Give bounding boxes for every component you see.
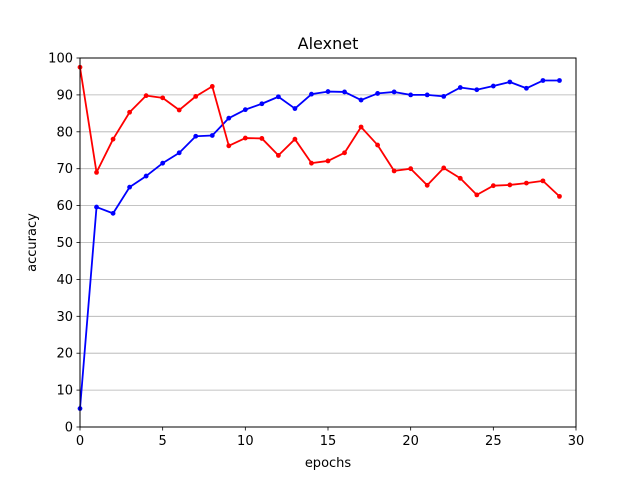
data-point xyxy=(490,183,496,189)
data-point xyxy=(424,182,430,188)
data-point xyxy=(259,136,265,141)
data-point xyxy=(540,178,546,184)
x-axis-label: epochs xyxy=(305,456,352,471)
data-point xyxy=(127,109,132,115)
y-tick-label: 50 xyxy=(56,236,73,251)
data-point xyxy=(391,89,397,95)
data-point xyxy=(557,193,562,199)
y-tick-label: 60 xyxy=(56,199,73,214)
data-point xyxy=(342,150,347,156)
data-point xyxy=(193,93,199,99)
y-tick-label: 40 xyxy=(56,273,73,288)
data-point xyxy=(110,136,116,142)
data-point xyxy=(524,85,529,91)
chart-title: Alexnet xyxy=(298,34,359,53)
data-point xyxy=(507,182,513,188)
y-axis-label: accuracy xyxy=(25,213,40,272)
data-point xyxy=(391,168,397,174)
y-tick-label: 80 xyxy=(56,125,73,140)
data-point xyxy=(209,84,215,89)
data-point xyxy=(127,184,132,190)
data-point xyxy=(309,91,314,97)
series-layer xyxy=(77,64,562,411)
data-point xyxy=(474,192,480,198)
data-point xyxy=(94,169,99,175)
x-tick-label: 25 xyxy=(485,434,502,449)
data-point xyxy=(358,97,364,103)
data-point xyxy=(441,93,447,99)
data-point xyxy=(408,92,414,98)
data-point xyxy=(474,87,480,93)
y-tick-label: 90 xyxy=(56,88,73,103)
data-point xyxy=(176,150,182,156)
data-point xyxy=(457,175,463,181)
data-point xyxy=(276,153,281,158)
data-point xyxy=(292,136,298,142)
data-point xyxy=(325,158,331,164)
x-tick-label: 5 xyxy=(159,434,167,449)
data-point xyxy=(557,78,562,83)
x-tick-label: 15 xyxy=(320,434,337,449)
data-point xyxy=(143,93,149,99)
data-point xyxy=(358,124,364,130)
data-point xyxy=(276,94,281,100)
data-point xyxy=(226,115,232,121)
series-line xyxy=(79,79,560,409)
x-tick-label: 10 xyxy=(237,434,254,449)
data-point xyxy=(209,133,215,138)
data-point xyxy=(193,133,199,139)
data-point xyxy=(309,160,314,166)
data-point xyxy=(375,142,380,148)
data-point xyxy=(408,166,414,172)
data-point xyxy=(292,106,298,111)
data-point xyxy=(524,180,529,186)
data-point xyxy=(507,79,513,85)
series-1 xyxy=(77,64,562,199)
data-point xyxy=(242,135,248,141)
y-tick-label: 30 xyxy=(56,310,73,325)
y-tick-label: 100 xyxy=(48,52,73,67)
data-point xyxy=(441,165,447,171)
y-tick-label: 70 xyxy=(56,162,73,177)
data-point xyxy=(424,92,430,98)
data-point xyxy=(325,89,331,94)
series-0 xyxy=(77,78,562,411)
x-axis-ticks: 0 5 10 15 20 25 30 xyxy=(76,427,584,449)
data-point xyxy=(176,107,182,113)
data-point xyxy=(160,95,166,101)
y-tick-label: 20 xyxy=(56,347,73,362)
data-point xyxy=(540,78,546,83)
x-tick-label: 0 xyxy=(76,434,84,449)
data-point xyxy=(259,101,265,107)
y-axis-ticks: 0 10 20 30 40 50 60 70 80 90 100 xyxy=(48,52,80,436)
data-point xyxy=(110,210,116,216)
series-line xyxy=(79,67,561,198)
y-tick-label: 10 xyxy=(56,384,73,399)
data-point xyxy=(242,107,248,113)
data-point xyxy=(160,160,166,166)
data-point xyxy=(375,91,380,96)
y-tick-label: 0 xyxy=(65,421,73,436)
data-point xyxy=(342,89,347,95)
data-point xyxy=(143,173,149,179)
data-point xyxy=(457,85,463,90)
x-tick-label: 20 xyxy=(402,434,419,449)
data-point xyxy=(490,83,496,89)
data-point xyxy=(226,143,232,149)
data-point xyxy=(94,204,99,210)
x-tick-label: 30 xyxy=(568,434,585,449)
